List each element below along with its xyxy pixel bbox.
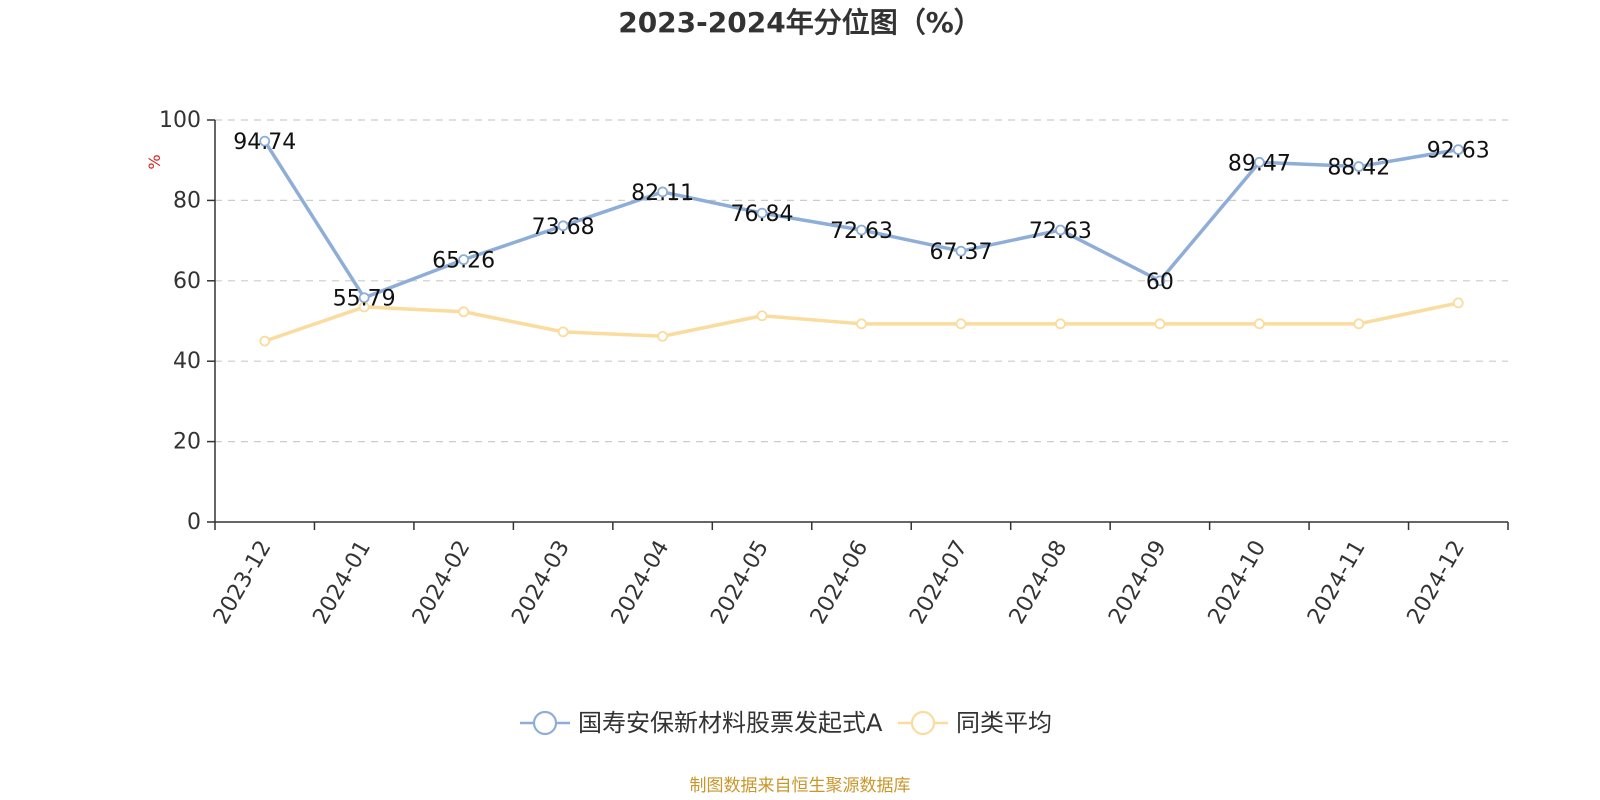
data-point	[557, 326, 569, 338]
data-point	[955, 245, 967, 257]
data-point	[259, 135, 271, 147]
data-label: 89.47	[1228, 151, 1291, 176]
y-tick-label: 80	[173, 188, 201, 213]
data-labels: 94.74 55.79 65.26 73.68 82.11 76.84 72.63 67.37…	[233, 130, 1490, 312]
x-tick-label: 2024-07	[905, 536, 973, 628]
data-point	[458, 306, 470, 318]
data-point	[1353, 161, 1365, 172]
x-tick-label: 2024-04	[607, 536, 675, 628]
data-label: 72.63	[830, 219, 893, 244]
data-point	[1055, 224, 1066, 236]
data-point	[1154, 318, 1166, 330]
legend[interactable]: 国寿安保新材料股票发起式A 同类平均	[520, 709, 1052, 737]
legend-swatch-marker	[532, 710, 558, 736]
x-tick-label: 2023-12	[209, 536, 277, 628]
data-source-note: 制图数据来自恒生聚源数据库	[690, 776, 911, 796]
x-tick-label: 2024-09	[1104, 536, 1172, 628]
data-point	[756, 310, 768, 322]
data-label: 60	[1146, 270, 1174, 295]
y-tick-label: 60	[173, 269, 201, 294]
data-point	[1055, 318, 1066, 330]
data-label: 76.84	[731, 202, 794, 227]
legend-item-0[interactable]: 国寿安保新材料股票发起式A	[520, 709, 883, 737]
x-tick-label: 2024-08	[1005, 536, 1073, 628]
x-tick-label: 2024-02	[408, 536, 476, 628]
x-tick-label: 2024-11	[1303, 536, 1371, 628]
x-tick-label: 2024-03	[507, 536, 575, 628]
data-point	[657, 186, 668, 198]
data-point	[1154, 275, 1166, 287]
data-point	[358, 292, 370, 304]
data-point	[657, 330, 668, 342]
data-point	[856, 318, 867, 330]
x-tick-label: 2024-06	[806, 536, 874, 628]
data-label: 92.63	[1427, 139, 1490, 164]
legend-label: 国寿安保新材料股票发起式A	[578, 709, 883, 737]
data-label: 67.37	[929, 240, 992, 265]
legend-item-1[interactable]: 同类平均	[898, 709, 1052, 737]
y-tick-label: 100	[159, 108, 201, 133]
legend-swatch-marker	[910, 710, 936, 736]
legend-label: 同类平均	[956, 709, 1052, 737]
data-point	[1452, 297, 1464, 309]
data-label: 88.42	[1327, 156, 1390, 181]
x-tick-label: 2024-10	[1204, 536, 1272, 628]
data-label: 82.11	[631, 181, 694, 206]
data-label: 73.68	[532, 215, 595, 240]
data-label: 94.74	[233, 130, 296, 155]
y-axis-unit: %	[145, 154, 164, 169]
x-tick-label: 2024-01	[308, 536, 376, 628]
data-label: 72.63	[1029, 219, 1092, 244]
y-tick-label: 40	[173, 349, 201, 374]
y-axis: 0 20 40 60 80 100	[159, 108, 216, 535]
y-tick-label: 20	[173, 430, 201, 455]
data-point	[856, 224, 867, 236]
x-axis: 2023-12 2024-01 2024-02 2024-03 2024-04 2024-…	[209, 521, 1509, 628]
data-point	[1253, 318, 1265, 330]
data-point	[955, 318, 967, 330]
data-point	[1353, 318, 1365, 330]
x-tick-label: 2024-05	[706, 536, 774, 628]
y-tick-label: 0	[187, 510, 201, 535]
data-point	[1253, 156, 1265, 168]
data-point	[458, 254, 470, 266]
data-point	[756, 207, 768, 219]
data-point	[557, 220, 569, 232]
data-label: 65.26	[432, 249, 495, 274]
x-tick-label: 2024-12	[1403, 536, 1471, 628]
chart-title: 2023-2024年分位图（%）	[618, 6, 982, 39]
data-point	[1452, 144, 1464, 156]
data-point	[259, 335, 271, 347]
series-group	[259, 135, 1464, 347]
data-label: 55.79	[333, 287, 396, 312]
